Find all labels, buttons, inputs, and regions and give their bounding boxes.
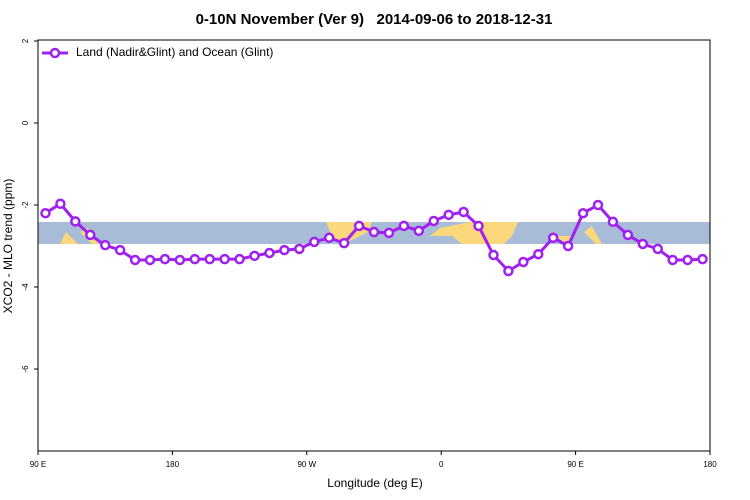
x-tick-label: 90 W [297,460,316,469]
data-point [70,216,81,227]
data-point [577,207,589,219]
data-point [353,220,365,232]
data-point [264,247,275,259]
data-point [204,253,215,265]
x-tick-label: 180 [703,460,717,469]
data-point [547,232,559,244]
data-point [294,243,305,255]
data-point [323,232,335,244]
x-tick-label: 90 E [30,460,46,469]
data-point [55,198,66,210]
data-point [114,244,126,256]
data-point [85,229,96,241]
y-tick-label: 2 [21,38,30,43]
data-point [249,250,260,262]
data-point [189,253,201,265]
y-axis-label: XCO2 - MLO trend (ppm) [1,179,15,314]
data-point [458,206,469,218]
x-tick-label: 180 [166,460,180,469]
data-point [219,253,230,265]
data-point [562,240,574,252]
data-point [443,209,454,221]
legend-marker [49,47,61,59]
data-point [682,254,693,266]
x-axis-label: Longitude (deg E) [327,476,422,490]
data-point [667,254,678,266]
legend-label: Land (Nadir&Glint) and Ocean (Glint) [76,45,273,59]
data-point [99,239,111,251]
data-point [338,237,350,249]
data-point [368,226,380,238]
y-tick-label: -4 [21,283,30,291]
y-tick-label: -2 [21,201,30,209]
data-point [428,215,439,227]
x-tick-label: 90 E [567,460,583,469]
data-point [652,243,663,255]
data-point [309,236,320,248]
data-point [174,254,186,266]
y-tick-label: -6 [21,365,30,373]
data-point [622,229,634,241]
data-point [383,227,395,239]
y-tick-label: 0 [21,120,30,125]
data-point [279,244,290,256]
data-point [234,253,245,265]
data-point [473,220,484,232]
data-point [518,256,529,268]
data-point [533,248,544,260]
chart-title: 0-10N November (Ver 9) 2014-09-06 to 201… [196,11,553,28]
data-point [697,253,708,265]
data-point [129,254,141,266]
data-point [398,220,410,232]
x-tick-label: 0 [439,460,444,469]
data-point [413,225,425,237]
data-point [159,253,171,265]
data-point [637,238,649,250]
data-point [607,216,619,228]
data-point [40,207,51,219]
data-point [144,254,156,266]
plot-frame [37,39,711,452]
data-point [503,265,514,277]
data-point [592,199,604,211]
data-point [488,249,499,261]
